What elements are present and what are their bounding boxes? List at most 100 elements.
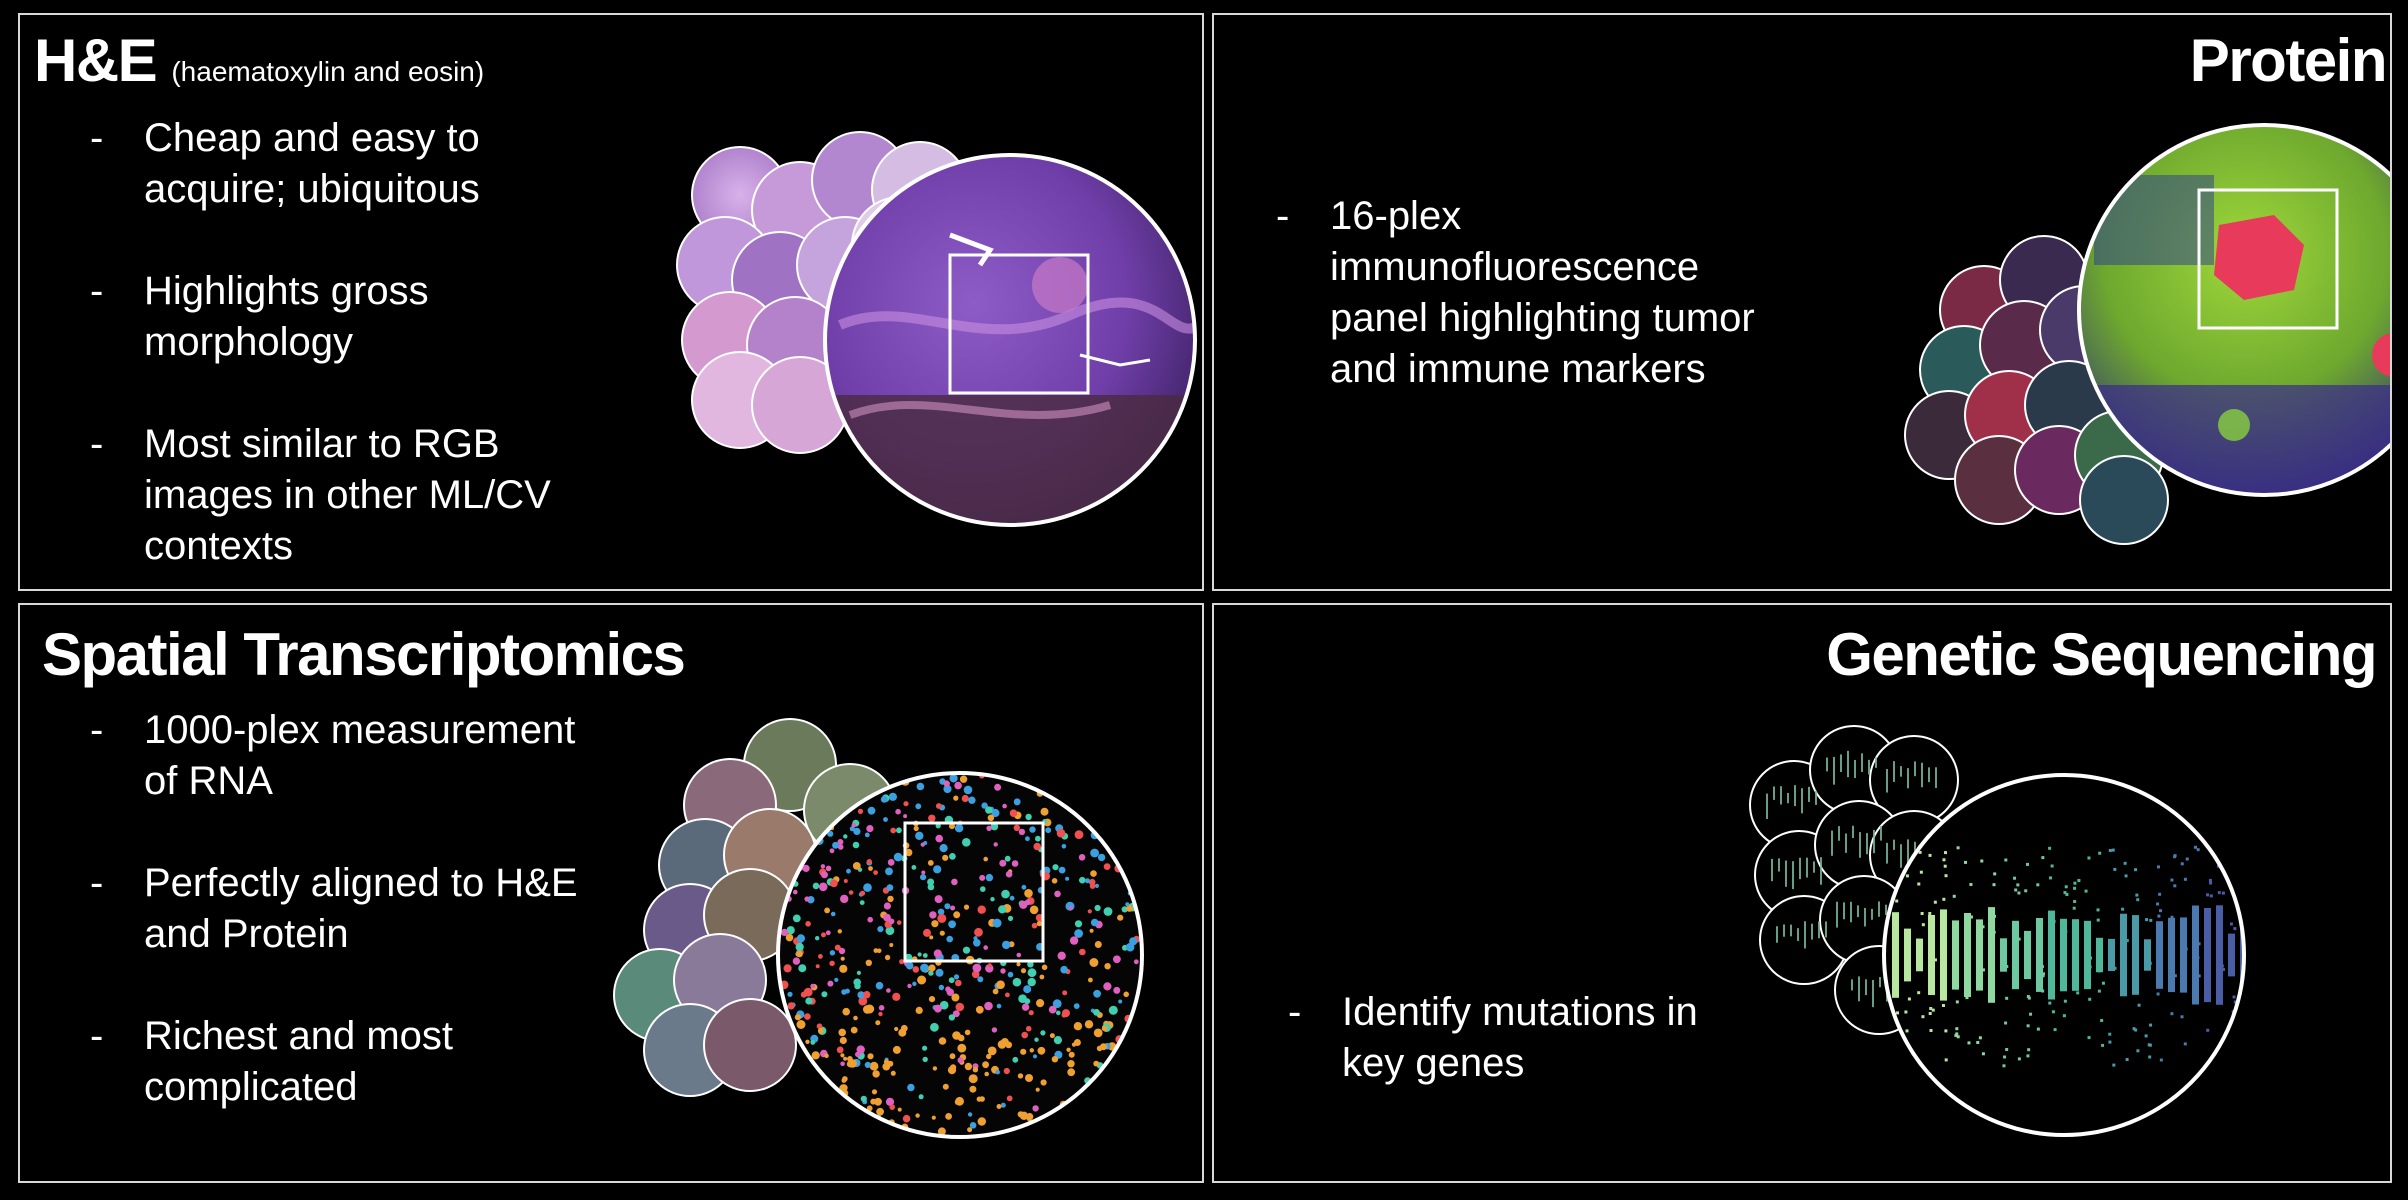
genetic-speck bbox=[2052, 919, 2056, 923]
genetic-speck bbox=[2108, 1032, 2112, 1036]
spatial-dot bbox=[1057, 951, 1066, 960]
spatial-dot bbox=[920, 874, 927, 881]
spatial-dot bbox=[840, 1061, 845, 1067]
spatial-dot bbox=[1067, 1060, 1075, 1068]
spatial-dot bbox=[830, 911, 836, 917]
title-text: H&E bbox=[34, 27, 158, 94]
spatial-dot bbox=[1068, 906, 1073, 911]
spatial-dot bbox=[938, 984, 945, 991]
title-subtitle: (haematoxylin and eosin) bbox=[171, 56, 485, 87]
spatial-dot bbox=[1133, 813, 1140, 820]
spatial-dot bbox=[1025, 1025, 1032, 1032]
spatial-dot bbox=[1005, 1041, 1013, 1049]
spatial-dot bbox=[903, 814, 908, 819]
spatial-dot bbox=[1002, 803, 1007, 809]
genetic-speck bbox=[2171, 919, 2175, 923]
spatial-dot bbox=[1005, 870, 1013, 878]
spatial-dot bbox=[1056, 828, 1066, 838]
spatial-dot bbox=[1054, 890, 1061, 898]
genetic-speck bbox=[2086, 950, 2090, 954]
spatial-dot bbox=[843, 1107, 852, 1115]
genetic-speck bbox=[2230, 969, 2234, 973]
genetic-column bbox=[2168, 917, 2175, 993]
spatial-dot bbox=[858, 996, 868, 1006]
spatial-dot bbox=[961, 794, 969, 803]
spatial-dot bbox=[1016, 952, 1022, 958]
bullet-list-genetic: - Identify mutations in key genes bbox=[1288, 987, 1748, 1089]
spatial-dot bbox=[921, 870, 926, 875]
spatial-dot bbox=[829, 848, 835, 854]
genetic-column bbox=[2096, 937, 2103, 973]
genetic-speck bbox=[1894, 925, 1898, 929]
spatial-dot bbox=[975, 1005, 984, 1014]
genetic-speck bbox=[2017, 891, 2021, 895]
spatial-dot bbox=[1052, 864, 1059, 871]
spatial-dot bbox=[929, 935, 934, 940]
spatial-dot bbox=[890, 827, 897, 834]
genetic-small-mark bbox=[1831, 830, 1833, 856]
spatial-dot bbox=[1133, 828, 1142, 837]
spatial-dot bbox=[971, 970, 980, 979]
genetic-speck bbox=[2233, 1000, 2237, 1004]
genetic-speck bbox=[1942, 858, 1946, 862]
spatial-dot bbox=[783, 1119, 793, 1129]
panel-title-he: H&E (haematoxylin and eosin) bbox=[34, 31, 484, 91]
panel-spatial: Spatial Transcriptomics -1000-plex measu… bbox=[18, 603, 1204, 1183]
spatial-dot bbox=[955, 979, 962, 987]
spatial-dot bbox=[1090, 918, 1099, 927]
panel-genetic: Genetic Sequencing - Identify mutations i… bbox=[1212, 603, 2392, 1183]
spatial-dot bbox=[816, 1116, 825, 1125]
genetic-speck bbox=[2084, 942, 2088, 946]
spatial-dot bbox=[935, 968, 944, 977]
genetic-speck bbox=[2111, 848, 2115, 852]
spatial-dot bbox=[864, 1061, 871, 1068]
genetic-speck bbox=[2005, 1048, 2009, 1051]
spatial-dot bbox=[853, 978, 861, 987]
spatial-dot bbox=[1079, 876, 1086, 884]
spatial-dot bbox=[929, 911, 937, 919]
spatial-dot bbox=[964, 1062, 973, 1071]
genetic-speck bbox=[1905, 938, 1909, 942]
genetic-column bbox=[2048, 910, 2055, 1000]
spatial-dot bbox=[977, 1117, 986, 1126]
spatial-dot bbox=[795, 942, 804, 952]
spatial-dot bbox=[870, 1098, 877, 1105]
spatial-dot bbox=[810, 1040, 816, 1045]
spatial-dot bbox=[787, 1002, 795, 1010]
genetic-speck bbox=[2218, 954, 2222, 957]
spatial-dot bbox=[949, 853, 956, 860]
spatial-dot bbox=[798, 964, 807, 973]
genetic-small-mark bbox=[1766, 793, 1768, 819]
spatial-dot bbox=[1113, 986, 1121, 994]
genetic-speck bbox=[1906, 949, 1910, 953]
spatial-dot bbox=[1055, 1119, 1063, 1128]
genetic-small-mark bbox=[1886, 842, 1888, 864]
genetic-small-mark bbox=[1878, 901, 1880, 917]
spatial-dot bbox=[780, 928, 789, 936]
spatial-dot bbox=[1103, 982, 1112, 991]
spatial-dot bbox=[1133, 1076, 1142, 1085]
genetic-speck bbox=[2101, 981, 2105, 985]
genetic-speck bbox=[1965, 951, 1969, 954]
genetic-speck bbox=[1904, 1010, 1908, 1014]
genetic-speck bbox=[1929, 1029, 1933, 1032]
genetic-speck bbox=[2196, 848, 2200, 852]
genetic-speck bbox=[2064, 930, 2068, 933]
spatial-dot bbox=[793, 889, 798, 895]
genetic-speck bbox=[2144, 1034, 2148, 1038]
genetic-speck bbox=[2049, 876, 2053, 880]
genetic-speck bbox=[1893, 914, 1897, 918]
genetic-speck bbox=[2221, 891, 2225, 895]
spatial-dot bbox=[846, 1060, 854, 1068]
spatial-dot bbox=[802, 864, 810, 872]
genetic-speck bbox=[1920, 912, 1924, 915]
spatial-dot bbox=[1097, 853, 1106, 862]
genetic-speck bbox=[1931, 1008, 1935, 1012]
genetic-speck bbox=[2108, 1040, 2112, 1044]
genetic-speck bbox=[1944, 1058, 1948, 1062]
spatial-dot bbox=[1033, 1054, 1037, 1059]
spatial-dot bbox=[1118, 1056, 1125, 1063]
spatial-dot bbox=[964, 1029, 971, 1036]
genetic-speck bbox=[2088, 997, 2092, 1001]
genetic-speck bbox=[2220, 964, 2224, 968]
